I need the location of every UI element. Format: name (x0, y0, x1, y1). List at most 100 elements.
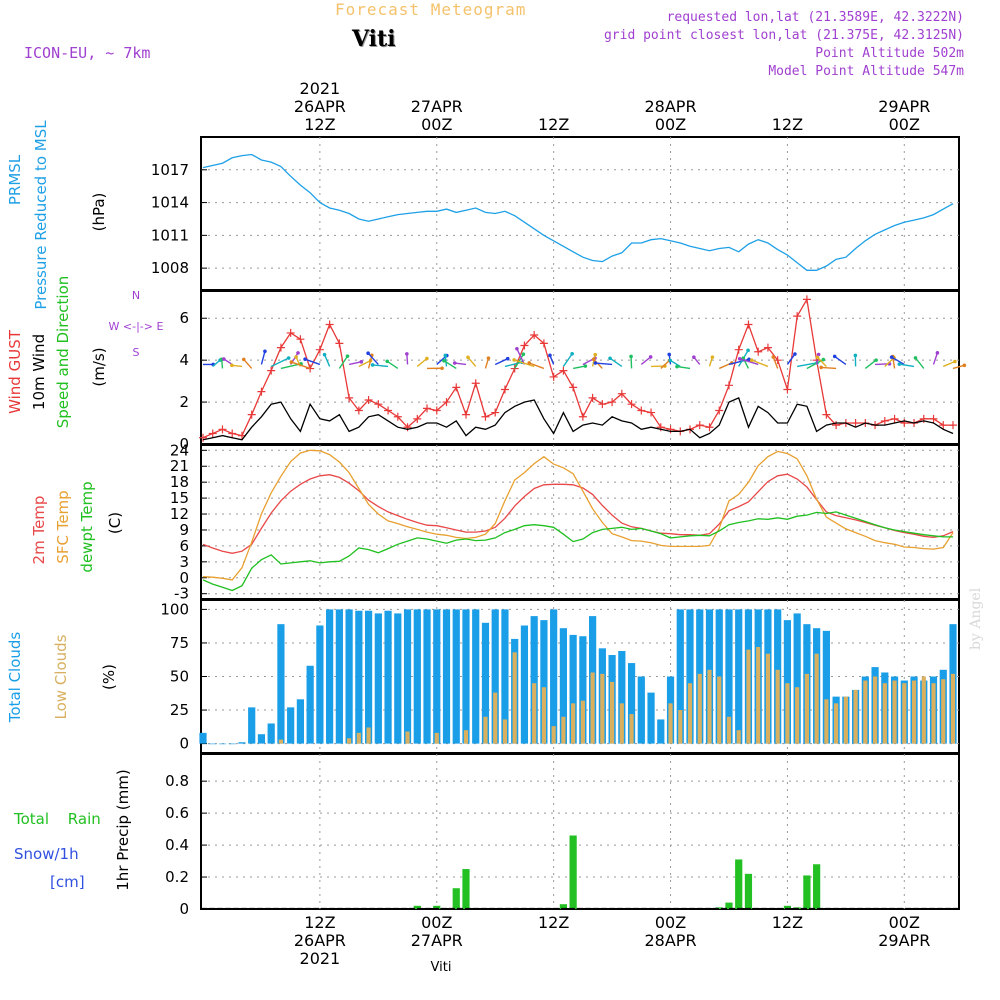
wind-arrow (260, 351, 266, 365)
low-cloud-bar (610, 681, 615, 744)
snow-unit: [cm] (50, 873, 85, 891)
gust-marker (530, 331, 539, 340)
gust-marker (598, 400, 607, 409)
clouds-ytick-label: 75 (170, 634, 189, 652)
gust-marker (569, 383, 578, 392)
temperature-ytick-label: 12 (170, 505, 189, 523)
gust-marker (267, 366, 276, 375)
low-cloud-bar (541, 687, 546, 744)
wind-arrow (817, 356, 827, 367)
total-cloud-bar (550, 609, 558, 744)
wind-label: 10m Wind (30, 334, 48, 410)
rain-bar (725, 902, 733, 909)
total-cloud-bar (530, 616, 538, 744)
total-cloud-bar (306, 665, 314, 744)
wind-arrow-head (263, 349, 267, 354)
wind-arrow-head (667, 352, 672, 357)
low-cloud-bar (619, 703, 624, 744)
gust-marker (345, 393, 354, 402)
clouds-unit: (%) (100, 664, 118, 690)
model-label: ICON-EU, ~ 7km (24, 44, 151, 62)
precip-ytick-label: 0.8 (165, 772, 189, 790)
bottom-time-label: 27APR (411, 931, 463, 950)
gust-marker (276, 343, 285, 352)
wind-ytick-label: 2 (179, 393, 189, 411)
wind-arrow-head (385, 359, 390, 364)
wind-arrow-head (241, 357, 246, 362)
wind-unit: (m/s) (90, 347, 108, 386)
wind-arrow-head (648, 355, 653, 359)
wind-arrow (338, 355, 349, 369)
gust-marker (588, 393, 597, 402)
temperature-ytick-label: 9 (179, 521, 189, 539)
low-cloud-bar (863, 680, 868, 744)
low-cloud-bar (804, 673, 809, 744)
gust-marker (763, 343, 772, 352)
low-cloud-bar (600, 673, 605, 744)
gust-marker (724, 381, 733, 390)
wind-arrow (676, 365, 691, 370)
total-cloud-bar (793, 613, 801, 744)
low-cloud-bar (853, 689, 858, 744)
precip-ytick-label: 0.4 (165, 836, 189, 854)
wind-arrow-head (222, 357, 226, 361)
wind-arrow (367, 352, 379, 365)
wind-arrow (891, 356, 905, 366)
compass-north: N (132, 289, 140, 302)
top-time-label: 28APR (644, 97, 696, 116)
wind-arrow (640, 356, 652, 365)
total-cloud-bar (248, 707, 256, 744)
low-cloud-bar (834, 703, 839, 744)
temperature-frame (200, 444, 960, 600)
total-cloud-bar (257, 734, 266, 744)
gust-marker (247, 410, 256, 419)
wind-arrow-head (889, 355, 894, 359)
low-cloud-bar (814, 653, 819, 744)
wind-arrow-head (570, 352, 574, 356)
low-cloud-bar (347, 738, 352, 744)
gust-marker (793, 312, 802, 321)
low-cloud-bar (872, 676, 878, 744)
wind-arrow (797, 362, 818, 368)
temp-unit: (C) (106, 512, 124, 534)
gust-marker (520, 341, 529, 350)
clouds-ytick-label: 100 (160, 600, 189, 618)
low-cloud-bar (785, 683, 790, 744)
total-cloud-bar (540, 620, 548, 744)
wind-arrow-head (370, 363, 375, 367)
wind-arrow-head (962, 363, 967, 368)
gust-marker (578, 412, 587, 421)
wind-panel (199, 290, 967, 445)
gust-marker (705, 423, 714, 432)
total-cloud-bar (287, 707, 295, 744)
gust-marker (851, 419, 860, 428)
temperature-ytick-label: 21 (170, 457, 189, 475)
gust-marker (374, 400, 383, 409)
total-cloud-bar (384, 610, 392, 744)
total-cloud-bar (462, 609, 470, 744)
low-cloud-bar (726, 716, 732, 744)
wind-arrow (772, 356, 779, 369)
total-cloud-bar (238, 742, 246, 744)
total-cloud-bar (627, 663, 636, 744)
precip-panel (200, 753, 960, 910)
total-cloud-bar (374, 613, 382, 744)
total-cloud-bar (433, 609, 441, 744)
low-cloud-bar (532, 683, 537, 744)
total-cloud-bar (199, 732, 207, 744)
wind-arrow (467, 356, 477, 367)
wind-arrow-head (466, 355, 470, 360)
wind-arrow (528, 362, 545, 370)
low-cloud-bar (736, 730, 741, 744)
low-cloud-bar (434, 732, 439, 744)
low-cloud-bar (551, 726, 556, 744)
total-cloud-bar (481, 622, 490, 744)
total-cloud-bar (364, 610, 373, 744)
wind-arrow-head (608, 356, 612, 361)
wind-arrow-head (668, 358, 673, 363)
wind-arrow (609, 357, 623, 368)
low-cloud-bar (717, 676, 722, 744)
rain-bar (735, 859, 743, 909)
wind-arrow-head (345, 354, 350, 358)
wind-arrow-head (548, 353, 552, 358)
